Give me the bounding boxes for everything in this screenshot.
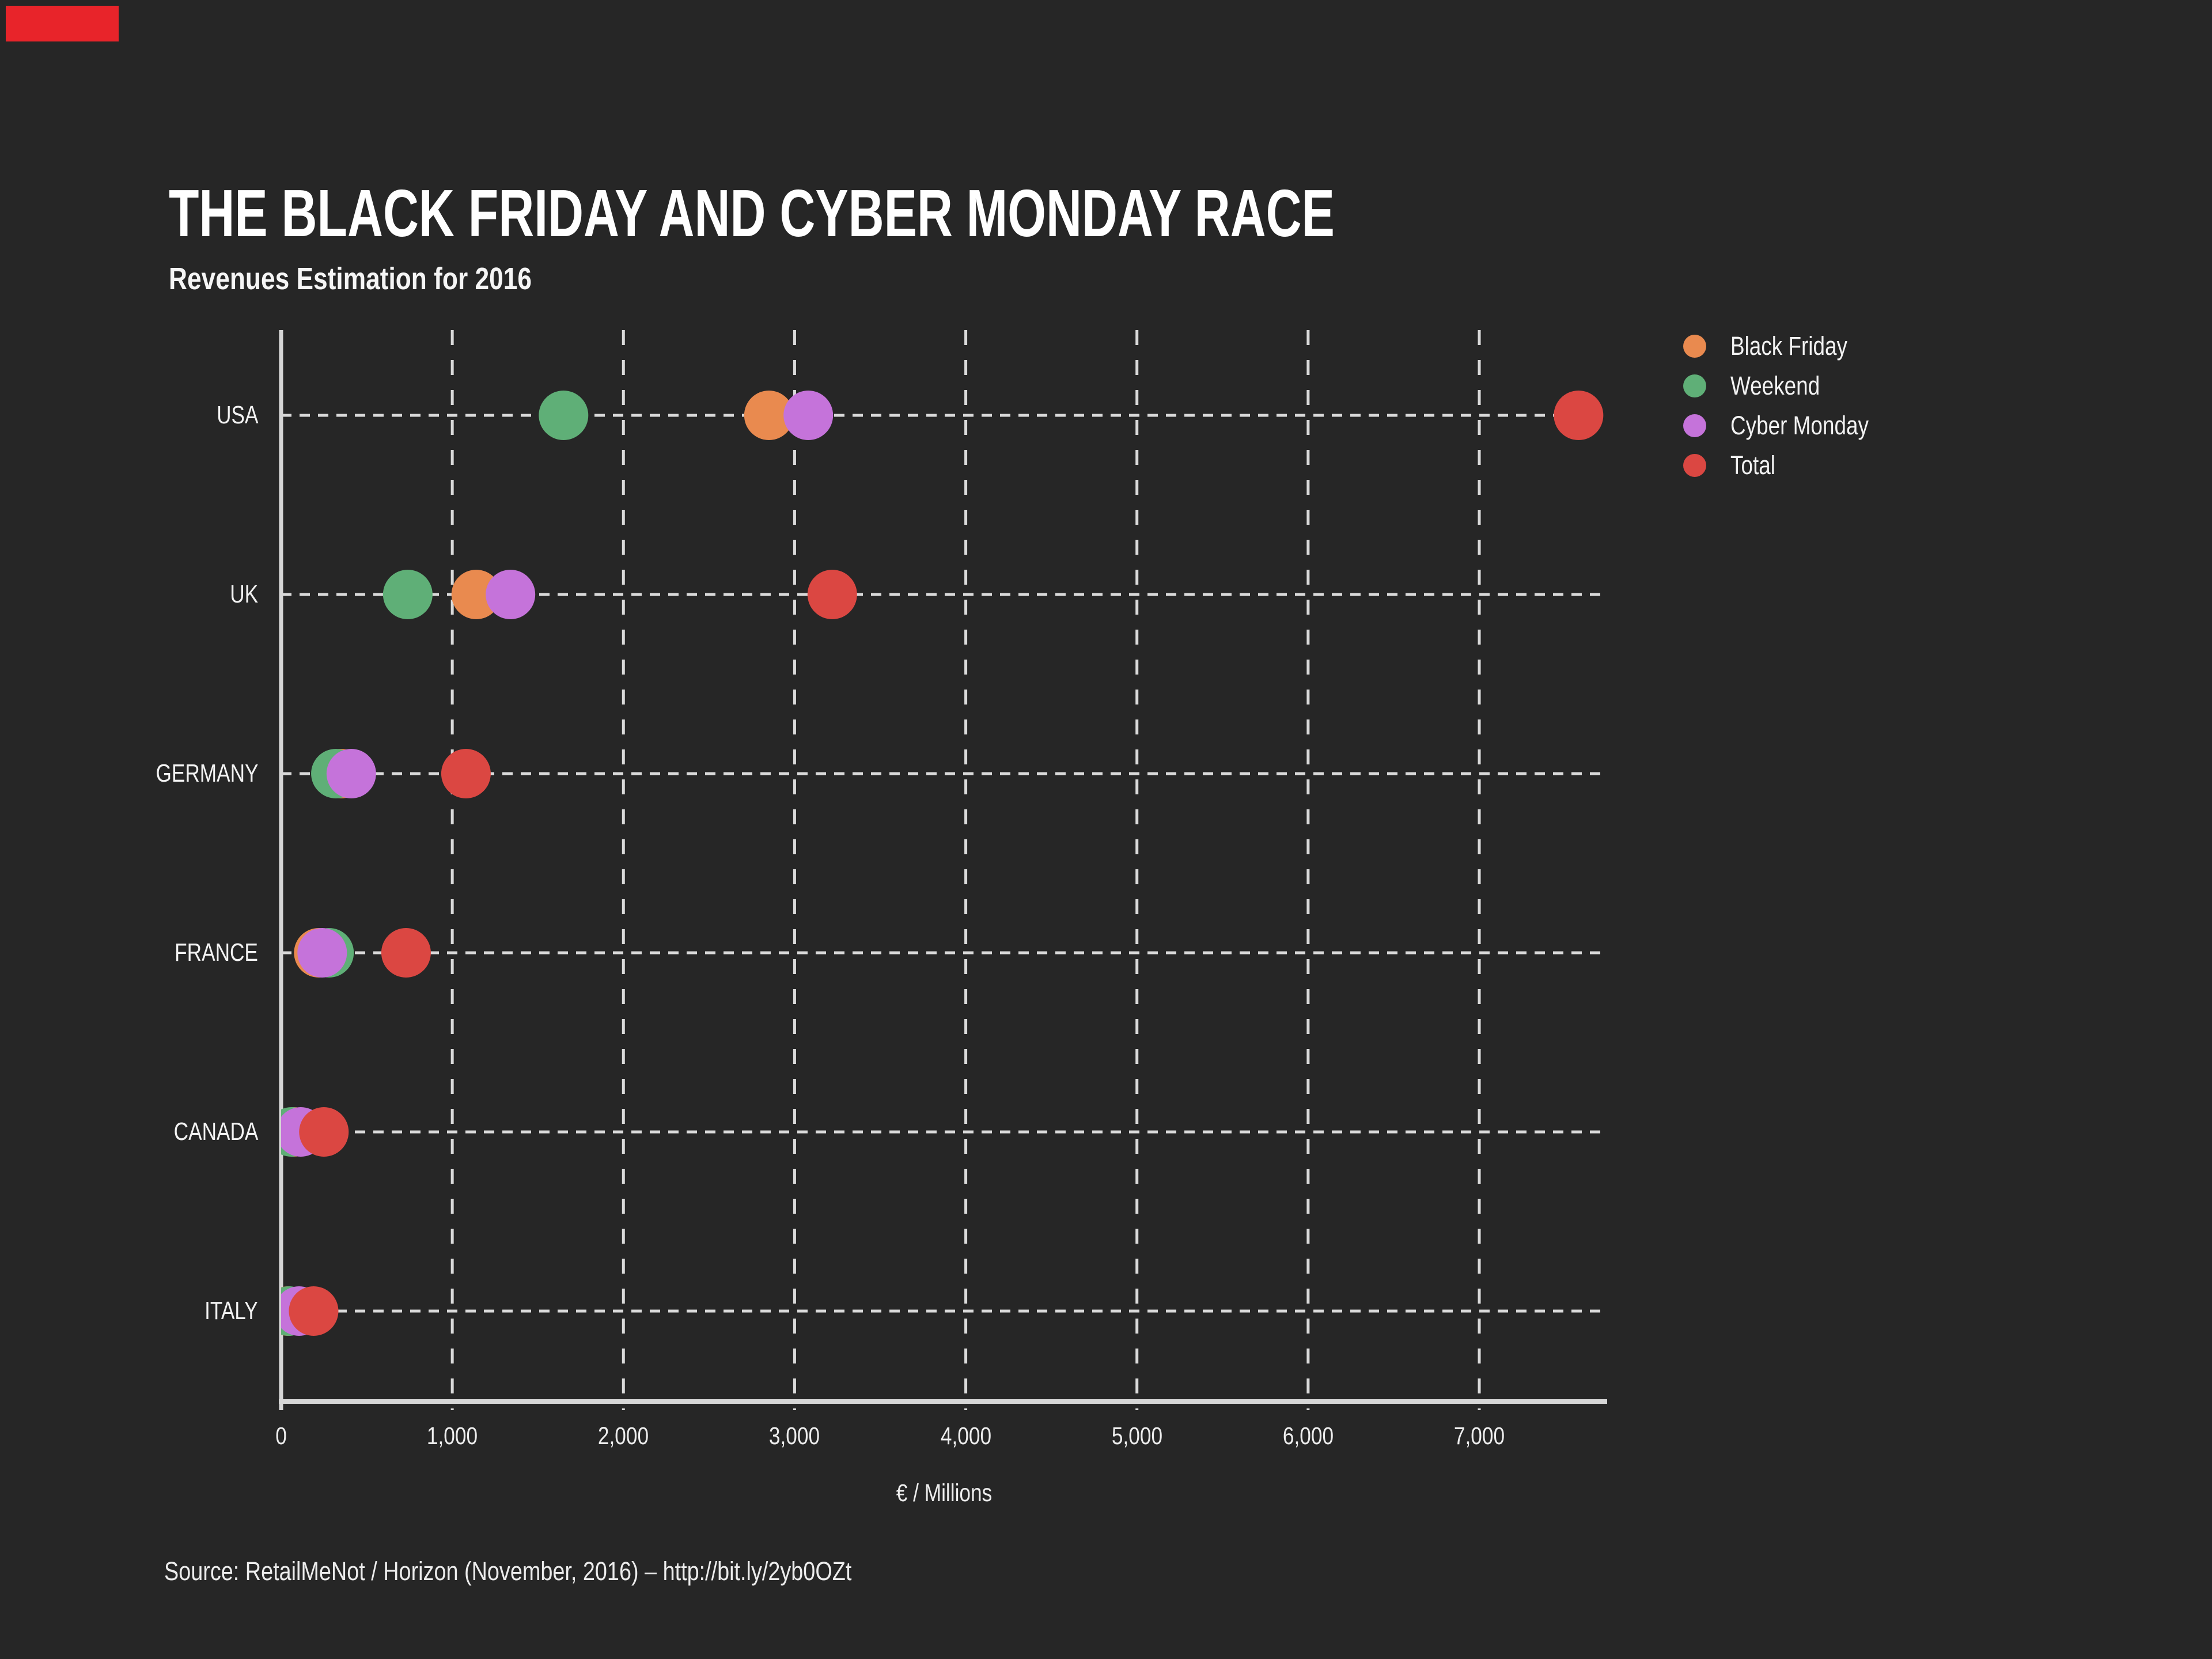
x-tick-text: 0 [275,1422,287,1450]
category-label-italy: ITALY [75,1294,258,1328]
legend-swatch-total [1683,454,1706,477]
dot-usa-cyber-monday [783,391,834,440]
legend-label-weekend: Weekend [1730,370,1839,402]
source-credit-text: Source: RetailMeNot / Horizon (November,… [164,1556,852,1586]
x-tick-text: 1,000 [427,1422,478,1450]
dot-germany-total [441,749,491,798]
legend-swatch-black-friday [1683,335,1706,358]
category-label-text: CANADA [173,1118,258,1146]
corner-marker [6,6,119,41]
page-title: THE BLACK FRIDAY AND CYBER MONDAY RACE [169,175,1744,251]
page-title-text: THE BLACK FRIDAY AND CYBER MONDAY RACE [169,175,1335,251]
x-tick-1000: 1,000 [421,1422,483,1450]
dot-france-total [381,928,431,978]
dot-uk-cyber-monday [486,570,536,619]
dot-usa-weekend [539,391,589,440]
dot-germany-cyber-monday [326,749,376,798]
category-label-text: FRANCE [175,938,258,967]
x-tick-3000: 3,000 [764,1422,826,1450]
category-label-text: USA [216,401,258,429]
source-credit: Source: RetailMeNot / Horizon (November,… [164,1556,983,1586]
category-label-france: FRANCE [75,935,258,970]
x-tick-text: 7,000 [1453,1422,1505,1450]
legend-label-text: Total [1730,450,1775,480]
x-tick-text: 6,000 [1282,1422,1334,1450]
legend-label-text: Cyber Monday [1730,411,1869,440]
dot-italy-total [289,1286,339,1336]
dots-layer [281,391,1604,1336]
category-label-text: UK [230,580,258,608]
x-tick-2000: 2,000 [592,1422,654,1450]
x-tick-text: 4,000 [940,1422,991,1450]
x-tick-7000: 7,000 [1448,1422,1510,1450]
x-axis-title-text: € / Millions [896,1479,993,1507]
x-tick-6000: 6,000 [1277,1422,1339,1450]
legend-label-cyber-monday: Cyber Monday [1730,410,1899,442]
legend-swatch-cyber-monday [1683,414,1706,437]
legend-label-total: Total [1730,449,1785,482]
x-tick-text: 3,000 [769,1422,820,1450]
x-tick-text: 5,000 [1111,1422,1162,1450]
category-label-text: ITALY [204,1297,258,1325]
page-subtitle: Revenues Estimation for 2016 [169,261,611,297]
x-tick-text: 2,000 [598,1422,649,1450]
dot-france-cyber-monday [297,928,347,978]
x-tick-0: 0 [274,1422,288,1450]
legend-label-text: Weekend [1730,371,1820,400]
category-label-germany: GERMANY [75,756,258,791]
legend-label-text: Black Friday [1730,331,1848,361]
category-label-canada: CANADA [75,1115,258,1149]
dot-usa-total [1554,391,1604,440]
dot-uk-total [807,570,857,619]
page-subtitle-text: Revenues Estimation for 2016 [169,261,532,296]
dot-uk-weekend [382,570,433,619]
category-label-uk: UK [75,577,258,612]
dot-canada-total [299,1107,349,1157]
category-label-text: GERMANY [156,759,258,787]
category-label-usa: USA [75,398,258,433]
legend-swatch-weekend [1683,374,1706,397]
legend-label-black-friday: Black Friday [1730,330,1873,362]
dot-usa-black-friday [744,391,794,440]
x-axis-title: € / Millions [885,1479,1002,1508]
x-tick-4000: 4,000 [935,1422,997,1450]
dot-uk-black-friday [451,570,501,619]
x-tick-5000: 5,000 [1106,1422,1168,1450]
